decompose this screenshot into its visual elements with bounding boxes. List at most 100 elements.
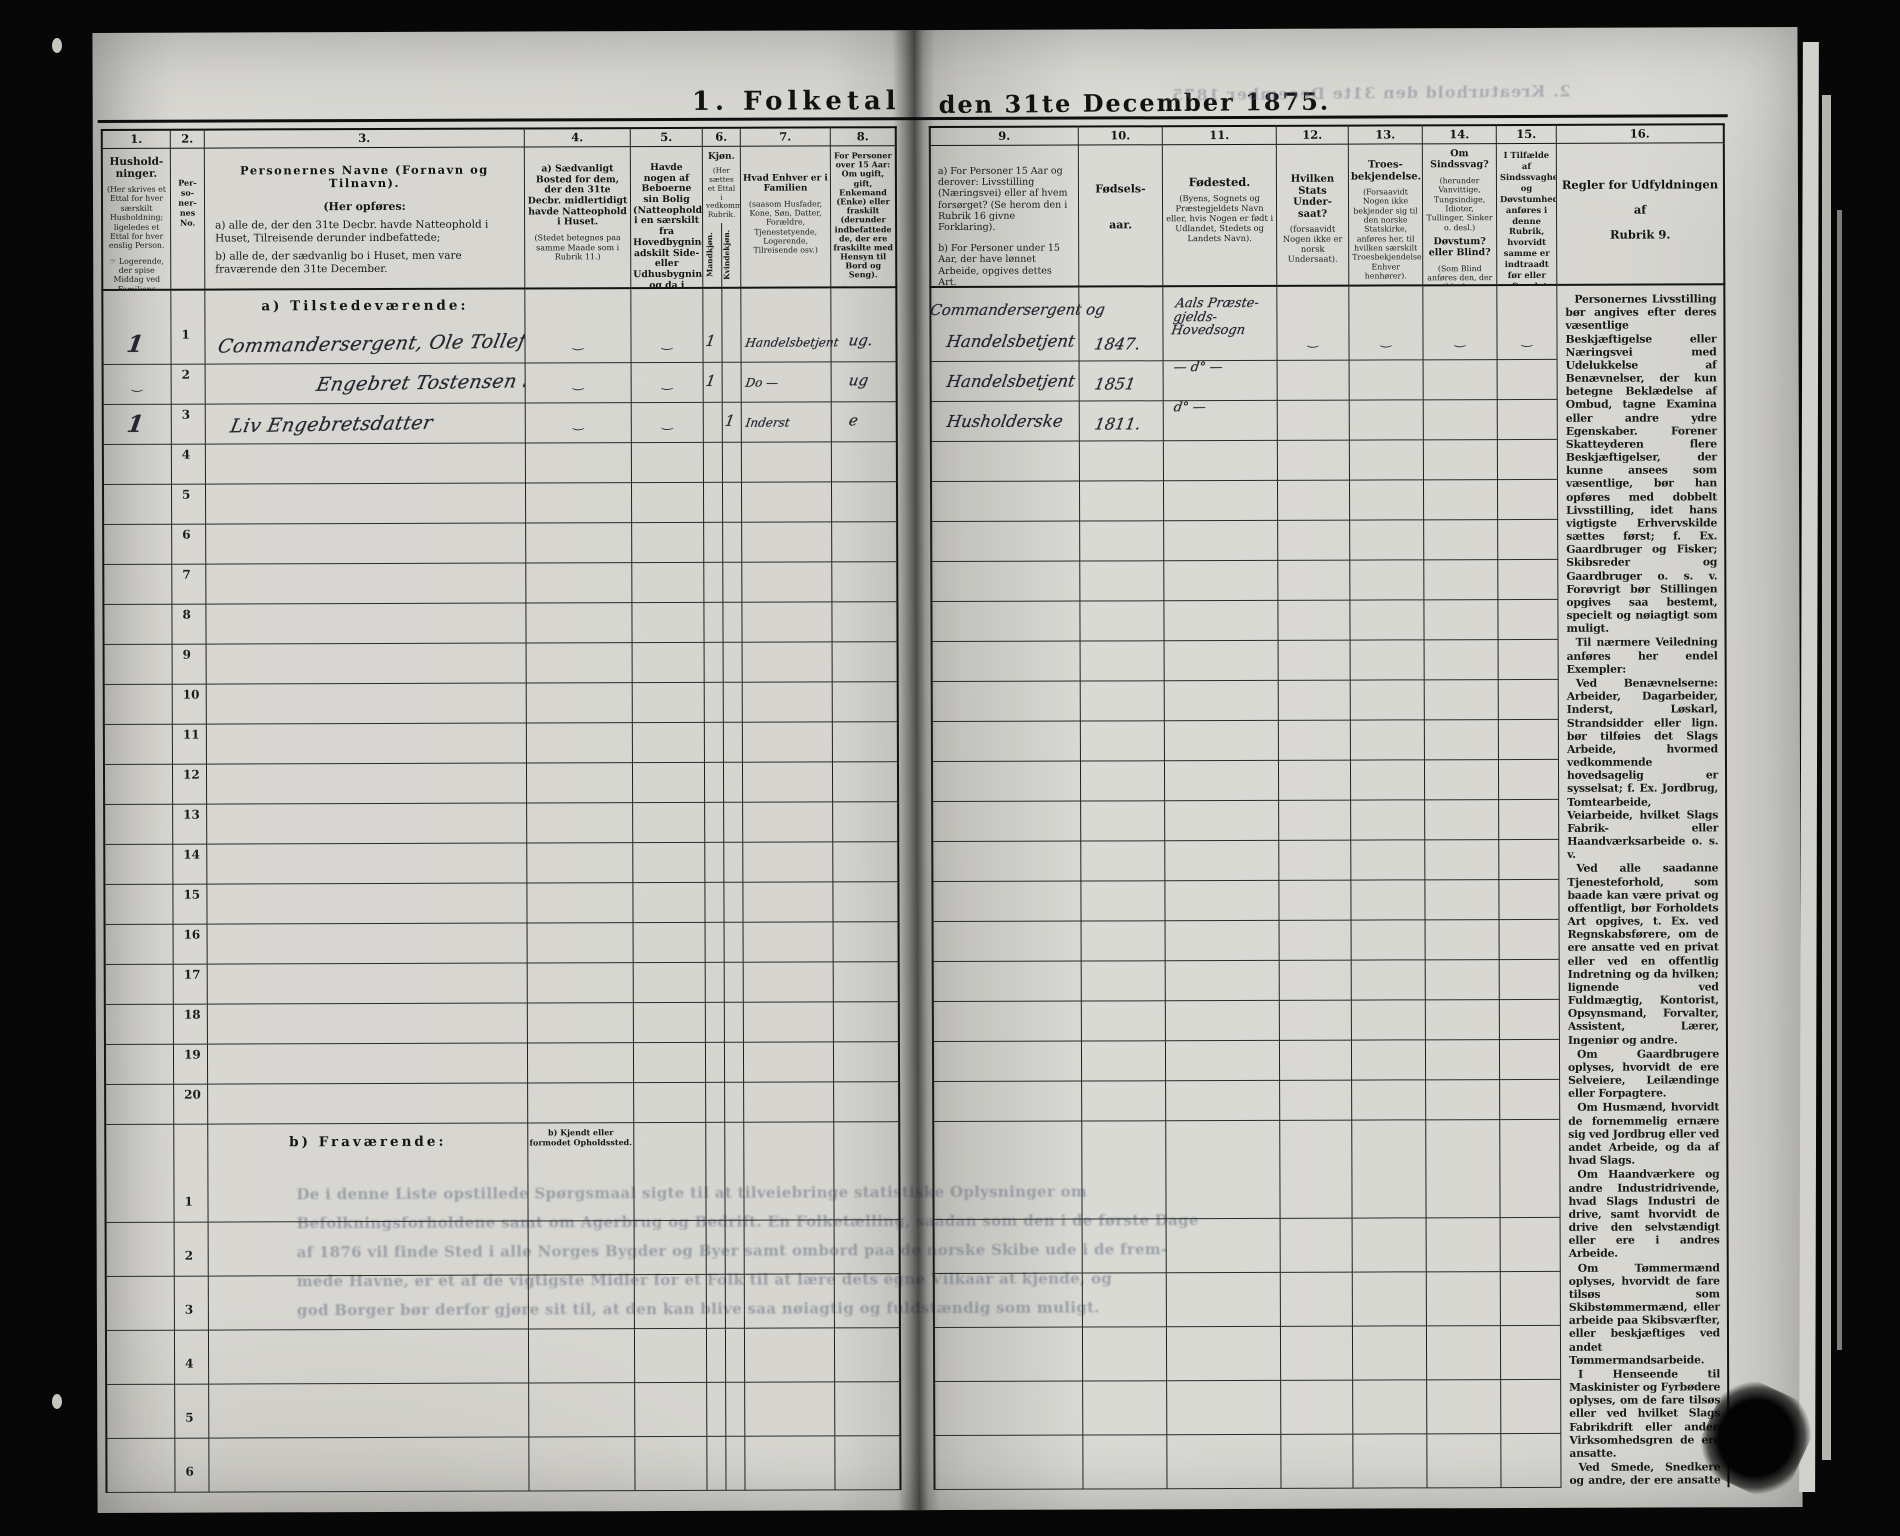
cell-c12 [1278,720,1351,761]
cell-c3 [207,803,528,845]
cell-c14 [1425,1040,1501,1081]
cell-c1 [102,764,174,805]
cell-c8 [832,602,899,643]
cell-c4 [527,963,634,1004]
cell-c4 [526,603,633,644]
cell-c2: 12 [172,764,208,805]
cell-c15 [1500,1079,1561,1121]
cell-c3: b) Fraværende: [208,1123,529,1169]
cell-c9 [929,441,1080,483]
census-table: 1. 2. 3. 4. 5. 6. 7. 8. 9. 10. 11. 12. 13. 14. 15. 16. H… [100,123,1730,1493]
cell-c10: 1851 [1079,361,1164,402]
cell-c14 [1426,1164,1501,1219]
cell-c4 [526,723,633,764]
cell-c15 [1500,1325,1562,1381]
cell-c3 [207,923,528,965]
header-col-7: Hvad Enhver er i Familien (saasom Husfade… [740,146,832,289]
cell-c13 [1350,680,1425,721]
cell-c14 [1426,1272,1501,1327]
cell-c10 [1080,721,1165,762]
ditto-mark: ‿ [1521,332,1533,348]
table-row: 2 [104,1217,1729,1277]
fold-spacer [899,682,931,722]
cell-c8: ug. [831,322,898,363]
cell-c14 [1425,800,1500,841]
cell-c7: Handelsbetjent [741,322,840,363]
cell-c11 [1164,600,1279,642]
cell-c2: 13 [173,804,208,845]
cell-c6a [703,402,723,443]
cell-c5 [632,602,705,644]
cell-c3 [206,763,528,805]
table-row: 14 [103,839,1727,885]
cell-c9 [931,1041,1083,1083]
cell-c6a [703,442,723,483]
cell-c8 [833,922,900,963]
cell-c15 [1499,839,1560,881]
header-text: Personernes Navne (Fornavn og Tilnavn). [239,162,489,191]
cell-c6a [704,682,724,723]
cell-c14 [1426,1080,1501,1121]
cell-c14 [1423,400,1498,441]
header-text: For Personer over 15 Aar: Om ugift, gift… [833,150,894,280]
table-row: 6 [102,519,1726,565]
fold-spacer [900,962,932,1002]
cell-c13 [1351,880,1426,921]
cell-c14 [1427,1380,1502,1435]
cell-c14 [1424,560,1499,601]
cell-c6b [724,1002,744,1043]
cell-c14 [1426,1120,1501,1165]
cell-c2: 14 [173,844,208,885]
table-row: 4 [104,1325,1729,1385]
cell-c6b [725,1220,745,1275]
header-text: a) For Personer 15 Aar og derover: Livss… [937,165,1068,234]
cell-c5 [632,762,706,804]
cell-c7 [744,1166,835,1221]
cell-c6a [705,1002,725,1043]
family-position: Inderst [744,415,791,430]
person-number: 17 [183,967,201,982]
cell-c3 [205,443,526,485]
person-number: 1 [181,327,190,342]
cell-c6a [704,562,724,603]
cell-c8 [831,442,898,483]
cell-c5 [633,1002,706,1044]
column-number: 7. [740,126,831,147]
fold-spacer [899,722,931,762]
cell-c10 [1082,1121,1167,1166]
cell-c11: — d° — [1163,360,1278,402]
cell-c6a [706,1220,726,1275]
marital-status: e [847,411,860,430]
cell-c1 [104,1276,175,1331]
header-text: (Byens, Sognets og Præstegjeldets Navn e… [1166,193,1274,244]
header-text: Troes- bekjendelse. [1350,159,1422,183]
cell-c5 [632,642,705,684]
fold-spacer [897,288,929,322]
cell-c11 [1165,920,1280,962]
cell-c13 [1349,400,1424,441]
cell-c12 [1280,1272,1353,1327]
cell-c6a: 1 [703,322,723,363]
cell-c9 [931,801,1082,843]
cell-c6b [722,362,742,403]
cell-c2 [174,1124,209,1169]
cell-c15 [1497,399,1558,441]
cell-c6a [705,802,725,843]
cell-c12 [1281,1434,1354,1489]
header-text: (Her sættes et Ettal i vedkommende Rubri… [706,166,742,219]
cell-c6a: 1 [703,362,723,403]
gender-subcolumn-label: Mandkjøn. [705,222,723,287]
cell-c13 [1352,1080,1427,1121]
cell-c15 [1501,1433,1562,1489]
cell-c13 [1350,720,1425,761]
cell-c3: Commandersergent, Ole Tollefsen Ruud [205,323,526,365]
cell-c12 [1278,600,1351,641]
cell-c1: 1 [101,404,172,445]
cell-c2: 19 [173,1044,209,1085]
cell-c6b [723,642,743,683]
cell-c6b [723,722,743,763]
cell-c7 [743,1002,834,1043]
person-number: 2 [184,1248,194,1263]
person-number: 13 [183,807,200,822]
cell-c9 [930,641,1081,683]
